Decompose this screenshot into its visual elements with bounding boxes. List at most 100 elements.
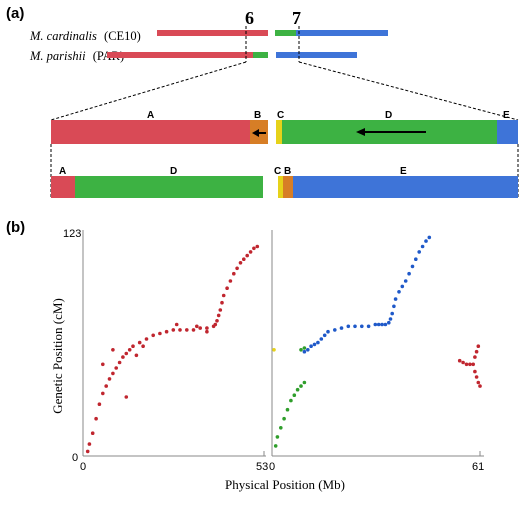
scatter-point-yellow bbox=[272, 348, 276, 352]
scatter-point-red bbox=[174, 322, 179, 327]
scatter-point-blue bbox=[380, 322, 384, 327]
scatter-point-red bbox=[104, 384, 108, 388]
segment-top-a bbox=[51, 120, 250, 144]
scatter-point-blue bbox=[417, 250, 422, 254]
arrow-b-head bbox=[252, 129, 259, 137]
scatter-point-red bbox=[473, 369, 477, 374]
segment-bottom-e bbox=[293, 176, 518, 198]
scatter-point-red bbox=[474, 375, 479, 379]
scatter-point-blue bbox=[316, 340, 320, 345]
scatter-point-red bbox=[245, 253, 249, 258]
scatter-point-red bbox=[216, 313, 221, 318]
scatter-point-red bbox=[474, 349, 479, 354]
scatter-point-red bbox=[141, 344, 145, 349]
left-x-tick-53: 53 bbox=[256, 461, 268, 473]
scatter-point-red bbox=[232, 271, 236, 276]
scatter-point-red bbox=[124, 351, 129, 356]
segment-bottom-d bbox=[75, 176, 263, 198]
scatter-point-blue bbox=[312, 342, 317, 347]
scatter-point-red bbox=[124, 395, 129, 399]
scatter-point-red bbox=[137, 340, 142, 345]
y-zero-tick: 0 bbox=[72, 452, 78, 464]
scatter-point-blue bbox=[360, 324, 364, 329]
scatter-point-blue bbox=[319, 337, 324, 341]
scatter-point-blue bbox=[420, 244, 425, 249]
ce10-chr7-green-bar bbox=[275, 30, 296, 36]
scatter-point-red bbox=[464, 362, 469, 367]
panel-a-label: (a) bbox=[6, 5, 24, 22]
scatter-point-blue bbox=[383, 322, 388, 327]
scatter-point-green bbox=[273, 444, 278, 448]
scatter-point-red bbox=[144, 337, 149, 341]
segment-label-top-b: B bbox=[254, 110, 261, 121]
scatter-point-red bbox=[468, 362, 472, 367]
segment-top-c bbox=[276, 120, 282, 144]
scatter-point-blue bbox=[306, 348, 310, 352]
panel-b-label: (b) bbox=[6, 219, 25, 236]
scatter-point-red bbox=[471, 362, 476, 367]
segment-label-bottom-d: D bbox=[170, 166, 177, 177]
scatter-point-red bbox=[478, 384, 482, 388]
scatter-point-red bbox=[178, 328, 182, 332]
scatter-point-red bbox=[248, 250, 253, 254]
segment-label-bottom-a: A bbox=[59, 166, 66, 177]
scatter-point-blue bbox=[427, 235, 432, 240]
segment-top-e bbox=[497, 120, 518, 144]
scatter-point-red bbox=[215, 319, 219, 323]
scatter-point-red bbox=[213, 322, 218, 327]
left-x-tick-0: 0 bbox=[80, 461, 86, 473]
scatter-point-blue bbox=[322, 333, 327, 338]
scatter-point-blue bbox=[333, 328, 337, 332]
scatter-point-blue bbox=[410, 264, 415, 269]
arrow-d-head bbox=[356, 128, 365, 136]
scatter-point-red bbox=[476, 380, 481, 385]
x-axis-label: Physical Position (Mb) bbox=[225, 477, 345, 492]
scatter-point-blue bbox=[397, 290, 401, 294]
ce10-chr7-blue-bar bbox=[296, 30, 388, 36]
scatter-point-red bbox=[195, 324, 199, 329]
scatter-point-blue bbox=[424, 239, 428, 243]
scatter-point-red bbox=[476, 344, 481, 349]
species-name-cardinalis: M. cardinalis bbox=[29, 29, 97, 43]
scatter-point-red bbox=[238, 261, 243, 265]
scatter-point-blue bbox=[302, 349, 307, 354]
scatter-point-green bbox=[279, 426, 283, 430]
right-x-tick-61: 61 bbox=[472, 461, 484, 473]
scatter-point-blue bbox=[414, 257, 418, 262]
scatter-point-blue bbox=[326, 329, 330, 334]
scatter-point-blue bbox=[353, 324, 357, 329]
scatter-point-green bbox=[275, 435, 280, 439]
scatter-point-red bbox=[473, 355, 477, 359]
chromosome-7-label: 7 bbox=[292, 8, 301, 28]
right-scatter-points bbox=[272, 235, 482, 448]
scatter-point-green bbox=[299, 348, 303, 352]
scatter-point-red bbox=[461, 360, 465, 365]
scatter-point-red bbox=[117, 360, 122, 365]
scatter-point-green bbox=[292, 393, 297, 398]
scatter-point-red bbox=[114, 366, 118, 370]
species-name-parishii: M. parishii bbox=[29, 49, 86, 63]
scatter-point-green bbox=[282, 416, 286, 421]
y-axis-label: Genetic Position (cM) bbox=[50, 298, 65, 414]
scatter-point-red bbox=[111, 348, 115, 352]
scatter-point-red bbox=[171, 328, 176, 332]
scatter-point-blue bbox=[366, 324, 371, 329]
scatter-point-red bbox=[127, 348, 132, 352]
right-plot-axes bbox=[271, 230, 484, 457]
scatter-point-blue bbox=[388, 317, 393, 321]
scatter-point-red bbox=[205, 326, 209, 330]
left-plot-axes bbox=[82, 230, 266, 457]
scatter-point-red bbox=[158, 331, 162, 336]
scatter-point-red bbox=[221, 293, 226, 298]
scatter-point-green bbox=[289, 398, 293, 403]
scatter-point-blue bbox=[390, 311, 395, 316]
scatter-point-blue bbox=[373, 322, 378, 327]
segment-label-bottom-e: E bbox=[400, 166, 407, 177]
segment-label-top-e: E bbox=[503, 110, 510, 121]
scatter-point-red bbox=[225, 286, 229, 291]
scatter-point-green bbox=[295, 387, 300, 392]
scatter-point-red bbox=[164, 329, 169, 334]
scatter-point-green bbox=[302, 380, 307, 385]
scatter-point-blue bbox=[403, 279, 408, 283]
segment-label-bottom-c: C bbox=[274, 166, 281, 177]
